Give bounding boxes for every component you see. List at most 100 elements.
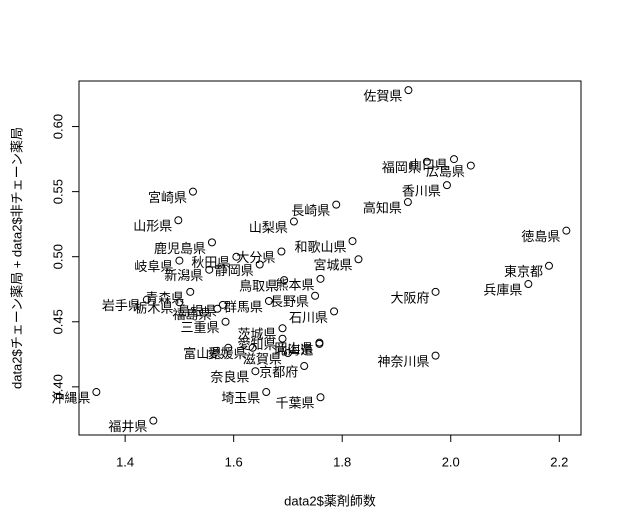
point [278, 324, 287, 333]
point-label: 香川県 [402, 184, 441, 199]
point [348, 237, 357, 246]
point-label: 山梨県 [249, 220, 288, 235]
point-label: 愛媛県 [208, 346, 247, 361]
point [280, 276, 289, 285]
point-label: 富山県 [183, 346, 222, 361]
point [218, 300, 227, 309]
point [466, 161, 475, 170]
x-tick-label: 1.6 [225, 454, 243, 469]
point [404, 86, 413, 95]
point [221, 317, 230, 326]
y-tick-label: 0.55 [50, 179, 65, 204]
point-label: 熊本県 [275, 277, 314, 292]
point-label: 兵庫県 [483, 282, 522, 297]
point-label: 山形県 [133, 219, 172, 234]
point-label: 愛知県 [237, 337, 276, 352]
point-label: 三重県 [181, 320, 220, 335]
point [186, 287, 195, 296]
point-label: 神奈川県 [378, 354, 430, 369]
point [213, 304, 222, 313]
point [316, 274, 325, 283]
plot-frame [78, 80, 582, 436]
point-label: 埼玉県 [221, 390, 260, 405]
point [278, 334, 287, 343]
point [403, 198, 412, 207]
y-tick-label: 0.45 [50, 309, 65, 334]
point-label: 新潟県 [164, 268, 203, 283]
y-axis-label: data2$チェーン薬局 + data2$非チェーン薬局 [9, 127, 24, 389]
point [431, 287, 440, 296]
point [289, 217, 298, 226]
point [224, 343, 233, 352]
point-label: 千葉県 [275, 396, 314, 411]
point [248, 343, 257, 352]
x-tick-label: 1.8 [333, 454, 351, 469]
point [251, 367, 260, 376]
point-label: 宮城県 [313, 258, 352, 273]
point [431, 351, 440, 360]
point-label: 東京都 [504, 264, 543, 279]
point [207, 238, 216, 247]
point [262, 388, 271, 397]
point [524, 280, 533, 289]
y-tick-label: 0.60 [50, 114, 65, 139]
point-label: 和歌山県 [295, 240, 347, 255]
point [330, 307, 339, 316]
point-label: 福島県 [172, 307, 211, 322]
point-label: 福井県 [108, 419, 147, 434]
point [300, 362, 309, 371]
point-label: 静岡県 [215, 263, 254, 278]
point-label: 青森県 [145, 290, 184, 305]
point-label: 長野県 [270, 294, 309, 309]
x-tick-label: 2.0 [442, 454, 460, 469]
point [562, 226, 571, 235]
point [283, 349, 292, 358]
point-label: 徳島県 [521, 229, 560, 244]
point-label: 福岡県 [382, 160, 421, 175]
point-label: 大阪府 [391, 290, 430, 305]
point [450, 155, 459, 164]
point-label: 岡山県 [274, 341, 313, 356]
point [277, 247, 286, 256]
point-label: 長崎県 [291, 203, 330, 218]
point-label: 茨城県 [237, 327, 276, 342]
point [255, 260, 264, 269]
point-label: 鹿児島県 [154, 241, 206, 256]
x-axis-label: data2$薬剤師数 [284, 493, 376, 508]
point-label: 鳥取県 [239, 279, 278, 294]
point [232, 252, 241, 261]
point [188, 187, 197, 196]
point [264, 296, 273, 305]
point [316, 393, 325, 402]
point-label: 滋賀県 [243, 351, 282, 366]
point-label: 奈良県 [210, 370, 249, 385]
y-tick-label: 0.50 [50, 244, 65, 269]
point [175, 298, 184, 307]
point [174, 216, 183, 225]
point [544, 261, 553, 270]
point [422, 157, 431, 166]
point-label: 群馬県 [224, 299, 263, 314]
point-label: 石川県 [289, 310, 328, 325]
point-label: 岩手県 [102, 298, 141, 313]
point-label: 秋田県 [191, 255, 230, 270]
x-tick-label: 1.4 [116, 454, 134, 469]
point [92, 388, 101, 397]
point-label: 島根県 [178, 303, 217, 318]
point-label: 佐賀県 [363, 89, 402, 104]
point [142, 295, 151, 304]
point-label: 京都府 [259, 364, 298, 379]
point [205, 265, 214, 274]
point-label: 宮崎県 [148, 190, 187, 205]
point-label: 大分県 [236, 250, 275, 265]
x-tick-label: 2.2 [550, 454, 568, 469]
point [315, 338, 324, 347]
point [442, 181, 451, 190]
point [149, 416, 158, 425]
y-tick-label: 0.40 [50, 374, 65, 399]
point [175, 256, 184, 265]
point-label: 岐阜県 [134, 259, 173, 274]
point [354, 255, 363, 264]
point [332, 200, 341, 209]
